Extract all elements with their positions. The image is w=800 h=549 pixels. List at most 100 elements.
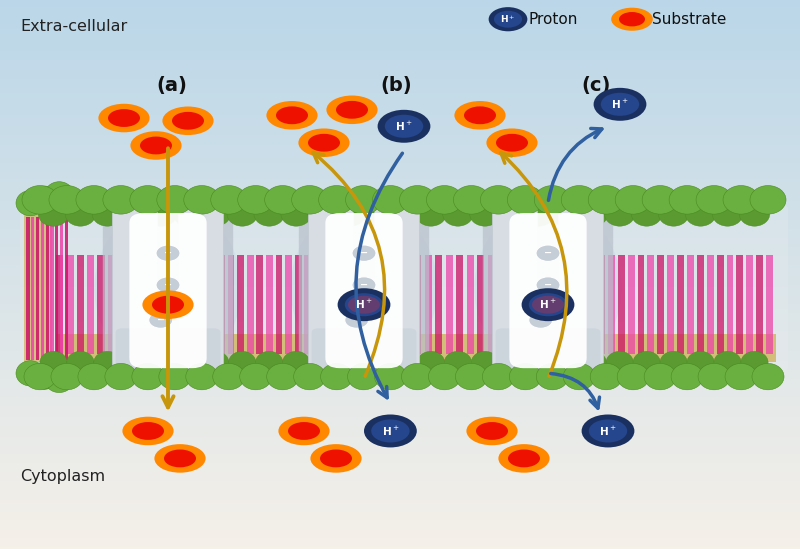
Ellipse shape [631, 202, 662, 226]
Bar [56, 334, 118, 362]
Text: −: − [544, 248, 552, 258]
Ellipse shape [510, 363, 542, 390]
FancyBboxPatch shape [312, 328, 416, 372]
Ellipse shape [524, 202, 554, 226]
Bar [0, 384, 800, 386]
Bar [0, 478, 800, 479]
Ellipse shape [588, 186, 624, 214]
Bar [0, 180, 800, 181]
Bar [0, 412, 800, 413]
Ellipse shape [229, 351, 256, 373]
Bar [0, 333, 800, 335]
Bar [0, 514, 800, 516]
Text: −: − [164, 280, 172, 290]
FancyBboxPatch shape [130, 213, 206, 368]
Bar [0, 507, 800, 509]
Bar [0, 253, 800, 254]
Bar [0, 128, 800, 130]
Ellipse shape [669, 186, 705, 214]
Bar [0, 59, 800, 60]
Bar [304, 255, 311, 354]
Bar [0, 15, 800, 16]
Bar [0, 375, 800, 377]
Bar [414, 255, 422, 354]
Bar [756, 255, 763, 354]
FancyBboxPatch shape [299, 193, 429, 383]
Text: Proton: Proton [528, 12, 578, 27]
Bar [0, 264, 800, 265]
Bar [726, 255, 734, 354]
Bar [0, 457, 800, 460]
Bar [0, 298, 800, 300]
Ellipse shape [526, 351, 553, 373]
Bar [0, 383, 800, 384]
Bar [0, 373, 800, 375]
Bar [0, 369, 800, 372]
Bar [0, 103, 800, 104]
Text: Substrate: Substrate [652, 12, 726, 27]
Bar [0, 97, 800, 99]
Ellipse shape [105, 363, 137, 390]
Ellipse shape [337, 351, 364, 373]
Ellipse shape [103, 186, 139, 214]
Bar [24, 214, 52, 362]
Ellipse shape [148, 351, 175, 373]
Bar [0, 529, 800, 531]
Bar [0, 276, 800, 278]
Bar [0, 372, 800, 373]
Bar [0, 31, 800, 33]
Bar [0, 500, 800, 501]
Ellipse shape [590, 363, 622, 390]
Bar [0, 463, 800, 465]
Bar [0, 243, 800, 245]
Ellipse shape [471, 351, 498, 373]
Bar [0, 522, 800, 523]
Text: H$^+$: H$^+$ [395, 120, 413, 133]
Ellipse shape [94, 351, 121, 373]
Bar [0, 40, 800, 42]
Ellipse shape [22, 186, 58, 214]
Bar [0, 296, 800, 298]
Bar [0, 351, 800, 353]
Ellipse shape [712, 202, 742, 226]
Bar [0, 100, 800, 103]
Ellipse shape [522, 290, 574, 319]
Ellipse shape [213, 363, 245, 390]
Bar [0, 536, 800, 538]
Bar [0, 467, 800, 468]
Bar [0, 449, 800, 450]
Bar [0, 533, 800, 534]
Bar [50, 217, 54, 360]
Bar [0, 35, 800, 37]
Bar [456, 255, 463, 354]
Bar [0, 315, 800, 317]
Bar [0, 221, 800, 223]
Bar [0, 390, 800, 391]
FancyBboxPatch shape [483, 193, 614, 383]
Ellipse shape [227, 202, 258, 226]
Bar [0, 309, 800, 311]
Bar [0, 439, 800, 441]
Bar [0, 196, 800, 198]
Ellipse shape [498, 444, 550, 473]
Bar [0, 18, 800, 20]
Bar [658, 255, 664, 354]
Bar [0, 181, 800, 183]
Ellipse shape [318, 186, 354, 214]
Ellipse shape [671, 363, 703, 390]
Ellipse shape [373, 186, 409, 214]
Bar [0, 304, 800, 306]
Ellipse shape [345, 293, 383, 316]
Bar [0, 300, 800, 302]
Bar [0, 2, 800, 4]
Bar [0, 329, 800, 331]
Ellipse shape [294, 363, 326, 390]
Ellipse shape [352, 245, 376, 261]
Bar [0, 70, 800, 71]
Bar [0, 379, 800, 380]
Bar [0, 267, 800, 269]
Bar [0, 512, 800, 514]
Bar [0, 441, 800, 443]
Bar [0, 380, 800, 383]
Bar [0, 122, 800, 125]
